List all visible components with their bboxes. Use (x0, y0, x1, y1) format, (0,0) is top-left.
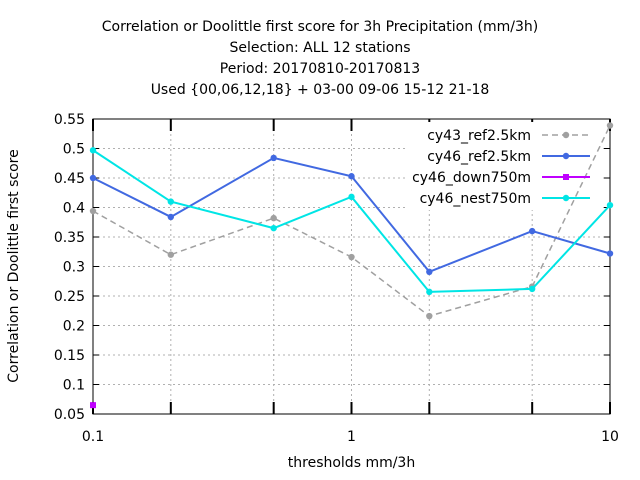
legend-label-cy46_nest750m: cy46_nest750m (420, 191, 531, 207)
y-tick-label: 0.05 (54, 407, 85, 423)
chart-title: Correlation or Doolittle first score for… (101, 19, 539, 35)
y-axis-label: Correlation or Doolittle first score (6, 149, 22, 383)
legend-marker-cy46_ref2.5km (562, 152, 570, 160)
y-tick-label: 0.4 (63, 201, 85, 217)
data-point-cy46_nest750m (270, 224, 277, 232)
x-tick-label: 10 (601, 429, 619, 445)
legend-marker-cy46_nest750m (562, 194, 570, 202)
data-point-cy43_ref2.5km (89, 207, 97, 215)
data-point-cy46_nest750m (89, 147, 97, 154)
data-point-cy46_ref2.5km (167, 213, 175, 221)
data-point-cy46_nest750m (167, 198, 175, 205)
chart-subtitle-period: Period: 20170810-20170813 (219, 61, 421, 77)
y-tick-label: 0.55 (54, 112, 85, 128)
y-tick-label: 0.35 (54, 230, 85, 246)
y-tick-label: 0.5 (63, 142, 85, 158)
data-point-cy46_nest750m (348, 193, 355, 201)
chart-subtitle-used: Used {00,06,12,18} + 03-00 09-06 15-12 2… (150, 82, 490, 98)
data-point-cy46_nest750m (426, 288, 433, 296)
data-point-cy46_nest750m (606, 201, 614, 209)
y-tick-label: 0.1 (63, 378, 85, 394)
y-tick-label: 0.25 (54, 289, 85, 305)
data-point-cy46_ref2.5km (426, 268, 433, 276)
legend-marker-cy43_ref2.5km (562, 131, 570, 139)
data-point-cy43_ref2.5km (270, 214, 277, 222)
data-point-cy46_ref2.5km (89, 174, 97, 182)
legend-label-cy46_down750m: cy46_down750m (412, 170, 531, 186)
data-point-cy43_ref2.5km (167, 251, 175, 258)
x-axis-label: thresholds mm/3h (287, 455, 416, 471)
data-point-cy46_down750m (90, 402, 96, 409)
data-point-cy43_ref2.5km (426, 312, 433, 320)
data-point-cy46_ref2.5km (528, 227, 536, 235)
y-tick-label: 0.45 (54, 171, 85, 187)
x-tick-label: 0.1 (82, 429, 104, 445)
legend-marker-cy46_down750m (563, 174, 569, 180)
legend-label-cy46_ref2.5km: cy46_ref2.5km (427, 149, 531, 165)
plot-frame (92, 118, 611, 415)
y-tick-label: 0.15 (54, 348, 85, 364)
x-tick-label: 1 (347, 429, 356, 445)
data-point-cy46_nest750m (528, 285, 536, 293)
chart-subtitle-selection: Selection: ALL 12 stations (229, 40, 411, 56)
legend-label-cy43_ref2.5km: cy43_ref2.5km (427, 128, 531, 144)
y-tick-label: 0.2 (63, 319, 85, 335)
data-point-cy46_ref2.5km (348, 173, 355, 180)
data-point-cy43_ref2.5km (348, 253, 355, 261)
data-point-cy43_ref2.5km (606, 122, 614, 129)
y-tick-label: 0.3 (63, 260, 85, 276)
data-point-cy46_ref2.5km (270, 154, 277, 162)
data-point-cy46_ref2.5km (606, 250, 614, 257)
